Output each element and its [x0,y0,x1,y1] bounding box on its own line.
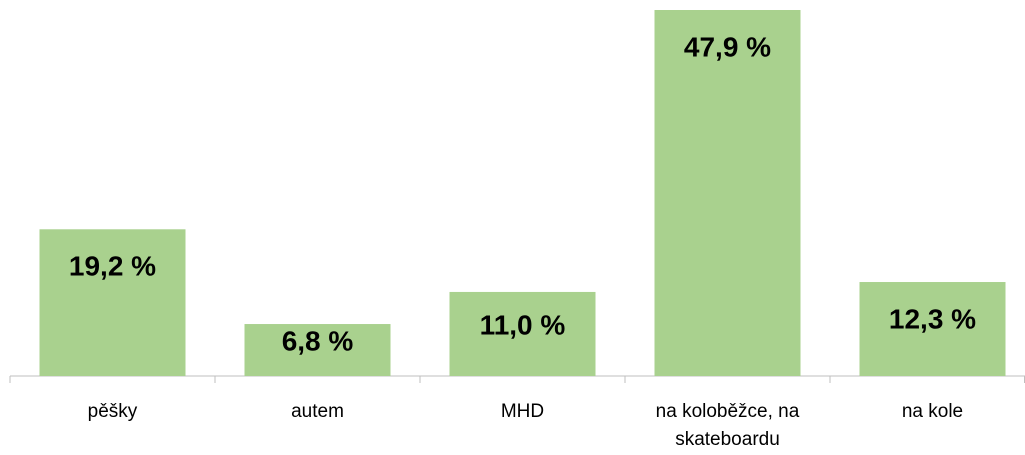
value-label: 11,0 % [480,309,566,340]
value-label: 19,2 % [69,251,156,282]
value-label: 12,3 % [889,303,976,334]
x-tick-label: MHD [500,401,545,422]
x-tick-label: pěšky [87,401,138,422]
bar [244,324,391,376]
x-tick-label: autem [291,401,344,422]
x-tick-label: na kole [901,401,964,422]
bar [654,10,801,376]
bar [449,291,596,376]
bar [39,229,186,376]
value-label: 6,8 % [282,325,354,356]
value-label: 47,9 % [684,31,771,62]
x-tick-label: na koloběžce, na skateboardu [655,401,800,450]
bar [859,282,1006,376]
